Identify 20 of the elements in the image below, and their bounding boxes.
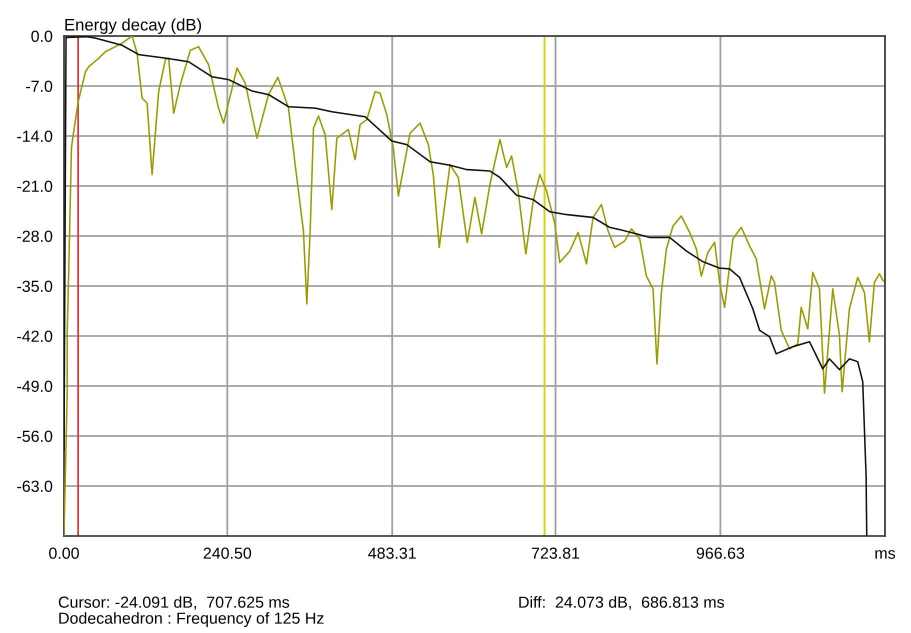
x-tick-label: 240.50 <box>204 548 252 559</box>
y-tick-label: -14.0 <box>17 130 52 142</box>
x-tick-label: ms <box>875 550 896 559</box>
text: Cursor: -24.091 dB, 707.625 ms <box>58 596 290 610</box>
y-tick-label: -7.0 <box>26 80 52 92</box>
y-tick-label: -21.0 <box>17 180 52 192</box>
text: Diff: 24.073 dB, 686.813 ms <box>519 596 724 610</box>
y-tick-label: -49.0 <box>17 380 52 392</box>
y-tick-label: -56.0 <box>17 430 52 442</box>
y-tick-label: 0.0 <box>31 30 52 42</box>
x-tick-label: 723.81 <box>532 548 580 559</box>
chart-title: Energy decay (dB) <box>65 18 201 34</box>
y-tick-label: -63.0 <box>17 480 52 492</box>
y-tick-label: -28.0 <box>17 230 52 242</box>
x-tick-label: 966.63 <box>696 548 744 559</box>
y-tick-label: -42.0 <box>17 330 52 342</box>
x-tick-label: 0.00 <box>49 548 79 559</box>
text: Dodecahedron : Frequency of 125 Hz <box>59 612 324 627</box>
x-tick-label: 483.31 <box>368 548 416 559</box>
y-tick-label: -35.0 <box>17 280 52 292</box>
